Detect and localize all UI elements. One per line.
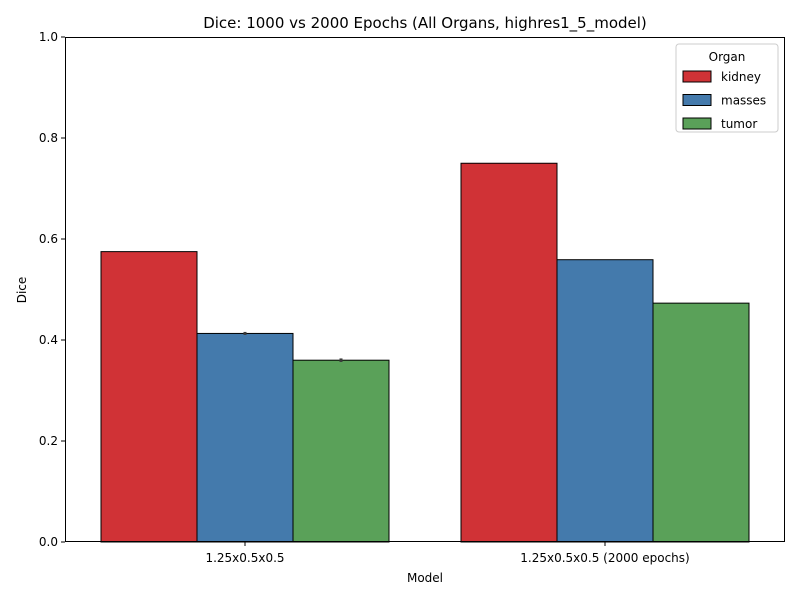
legend-swatch-masses (682, 94, 712, 106)
x-axis: 1.25x0.5x0.5 1.25x0.5x0.5 (2000 epochs) (205, 542, 690, 565)
y-axis-label: Dice (15, 277, 29, 304)
legend-label-masses: masses (721, 94, 766, 108)
legend-label-tumor: tumor (721, 117, 757, 131)
bar-kidney-0 (100, 251, 198, 543)
legend-swatch-tumor (682, 117, 712, 130)
bar-masses-0 (196, 332, 294, 543)
plot-frame (65, 37, 785, 542)
bar-tumor-1 (652, 302, 750, 543)
legend-label-kidney: kidney (721, 70, 761, 84)
y-tick-label: 1.0 (39, 30, 58, 44)
bar-kidney-1 (460, 162, 558, 543)
x-axis-label: Model (407, 571, 443, 585)
bars-group (100, 162, 750, 543)
chart-title: Dice: 1000 vs 2000 Epochs (All Organs, h… (203, 14, 647, 33)
y-tick-label: 0.0 (39, 535, 58, 549)
x-tick-label: 1.25x0.5x0.5 (205, 551, 284, 565)
y-tick-label: 0.6 (39, 232, 58, 246)
bar-masses-1 (556, 259, 654, 543)
legend: Organ kidney masses tumor (675, 43, 779, 133)
y-tick-label: 0.4 (39, 333, 58, 347)
error-bars-group (243, 331, 343, 362)
legend-frame (675, 43, 779, 133)
legend-swatch-kidney (682, 70, 712, 83)
y-tick-label: 0.2 (39, 434, 58, 448)
y-axis: 0.0 0.2 0.4 0.6 0.8 1.0 (39, 30, 65, 549)
y-tick-label: 0.8 (39, 131, 58, 145)
legend-title: Organ (709, 50, 746, 64)
bar-tumor-0 (292, 359, 390, 543)
x-tick-label: 1.25x0.5x0.5 (2000 epochs) (520, 551, 689, 565)
